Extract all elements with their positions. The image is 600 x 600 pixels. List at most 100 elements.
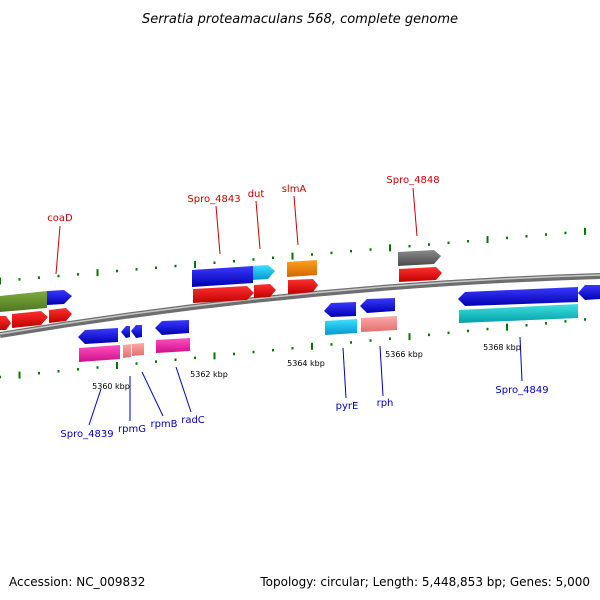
scale-tick — [408, 244, 411, 248]
scale-tick — [447, 241, 450, 245]
scale-label: 5364 kbp — [287, 359, 325, 368]
scale-tick — [525, 324, 528, 327]
gene-label-Spro_4839[interactable]: Spro_4839 — [60, 429, 113, 440]
bottom-tick-row — [0, 318, 586, 379]
gene-feature-cyan[interactable] — [253, 265, 275, 280]
leader-line — [88, 388, 102, 426]
gene-feature-blue[interactable] — [78, 328, 118, 344]
cds-feature-red[interactable] — [0, 316, 11, 330]
top-label-leaders — [55, 187, 418, 275]
gene-label-rpmG[interactable]: rpmG — [118, 424, 146, 435]
gene-label-dut[interactable]: dut — [248, 189, 265, 200]
gene-feature-blue[interactable] — [578, 285, 600, 300]
cds-feature-red[interactable] — [12, 311, 48, 328]
gene-feature-gray[interactable] — [398, 250, 441, 266]
gene-feature-blue[interactable] — [131, 325, 142, 338]
cds-feature-teal[interactable] — [459, 304, 578, 323]
scale-tick — [96, 269, 99, 277]
cds-feature-magenta[interactable] — [79, 345, 120, 362]
cds-feature-red[interactable] — [254, 284, 276, 298]
gene-feature-blue[interactable] — [121, 326, 130, 338]
scale-tick — [213, 352, 216, 360]
leader-line — [141, 371, 164, 417]
scale-tick — [272, 256, 274, 259]
bottom-strand-cds — [79, 304, 578, 362]
scale-tick — [291, 252, 294, 260]
gene-label-Spro_4843[interactable]: Spro_4843 — [187, 194, 240, 205]
scale-tick — [272, 348, 274, 352]
scale-tick — [57, 370, 60, 373]
gene-label-Spro_4849[interactable]: Spro_4849 — [495, 385, 548, 396]
gene-feature-orange[interactable] — [287, 260, 317, 277]
scale-tick — [116, 362, 118, 369]
leader-line — [175, 366, 192, 413]
gene-feature-olive[interactable] — [0, 291, 47, 312]
scale-tick — [155, 266, 157, 269]
scale-tick — [233, 352, 235, 356]
map-title: Serratia proteamaculans 568, complete ge… — [142, 12, 458, 27]
scale-tick — [233, 259, 235, 263]
scale-tick — [174, 358, 177, 361]
gene-label-slmA[interactable]: slmA — [282, 184, 307, 195]
scale-tick — [0, 375, 1, 379]
scale-tick — [252, 350, 255, 354]
gene-feature-blue[interactable] — [324, 302, 356, 317]
cds-feature-pink[interactable] — [123, 344, 131, 358]
cds-feature-pink[interactable] — [361, 316, 397, 332]
cds-feature-red[interactable] — [399, 267, 442, 282]
gene-feature-blue[interactable] — [155, 320, 189, 335]
bottom-labels: Spro_4839 rpmG rpmB radC pyrE rph Spro_4… — [60, 385, 548, 440]
scale-tick — [252, 258, 255, 261]
scale-tick — [77, 273, 79, 276]
scale-label: 5360 kbp — [92, 382, 130, 391]
scale-tick — [174, 264, 177, 268]
leader-line — [293, 195, 299, 246]
scale-tick — [155, 360, 157, 363]
accession-label: Accession: NC_009832 — [9, 575, 145, 589]
leader-line — [412, 187, 418, 237]
scale-tick — [291, 347, 294, 350]
scale-tick — [545, 322, 547, 325]
leader-line — [255, 200, 261, 250]
scale-tick — [38, 371, 40, 375]
cds-feature-magenta[interactable] — [156, 338, 190, 353]
scale-tick — [350, 341, 352, 344]
gene-feature-blue[interactable] — [458, 287, 578, 306]
scale-tick — [545, 233, 547, 236]
gene-label-rpmB[interactable]: rpmB — [150, 419, 177, 430]
cds-feature-red[interactable] — [288, 279, 318, 294]
leader-line — [342, 347, 347, 399]
scale-tick — [389, 244, 391, 252]
cds-feature-cyan[interactable] — [325, 319, 357, 335]
top-tick-row — [0, 227, 586, 285]
gene-feature-blue[interactable] — [192, 266, 253, 287]
cds-feature-red[interactable] — [49, 308, 72, 323]
gene-label-coaD[interactable]: coaD — [47, 213, 73, 224]
scale-tick — [311, 342, 313, 350]
cds-feature-pink[interactable] — [132, 343, 144, 356]
scale-tick — [428, 243, 430, 246]
gene-feature-blue[interactable] — [47, 290, 72, 305]
scale-tick — [330, 251, 333, 255]
scale-tick — [194, 260, 196, 268]
scale-tick — [311, 253, 313, 256]
gene-label-Spro_4848[interactable]: Spro_4848 — [386, 175, 439, 186]
scale-label: 5368 kbp — [483, 343, 521, 352]
gene-feature-blue[interactable] — [360, 298, 395, 313]
cds-feature-red[interactable] — [193, 286, 254, 303]
scale-tick — [389, 337, 391, 340]
scale-tick — [506, 323, 508, 331]
scale-tick — [38, 276, 40, 279]
scale-tick — [467, 240, 469, 243]
scale-tick — [486, 327, 489, 331]
gene-label-rph[interactable]: rph — [377, 398, 394, 409]
scale-tick — [0, 277, 1, 285]
scale-tick — [350, 249, 352, 253]
scale-tick — [564, 320, 567, 323]
gene-label-pyrE[interactable]: pyrE — [336, 401, 359, 412]
scale-tick — [369, 248, 372, 251]
gene-label-radC[interactable]: radC — [181, 415, 205, 426]
scale-tick — [57, 274, 60, 278]
scale-tick — [18, 278, 21, 281]
